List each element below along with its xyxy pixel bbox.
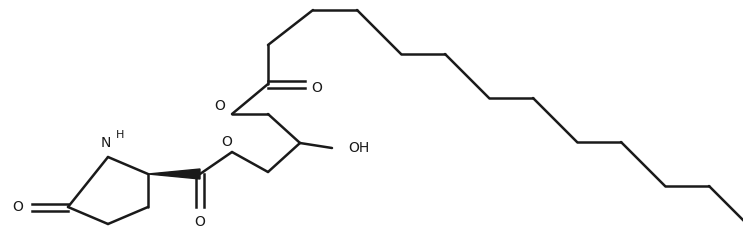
Text: H: H: [116, 130, 124, 140]
Text: O: O: [215, 99, 225, 113]
Text: O: O: [311, 81, 322, 95]
Text: OH: OH: [348, 141, 369, 155]
Text: O: O: [195, 215, 205, 229]
Polygon shape: [148, 169, 200, 179]
Text: O: O: [221, 135, 233, 149]
Text: N: N: [101, 136, 111, 150]
Text: O: O: [13, 200, 24, 214]
